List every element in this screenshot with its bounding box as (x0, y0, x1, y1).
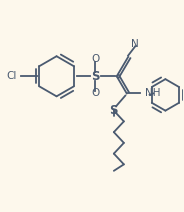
Text: O: O (91, 54, 99, 64)
Text: NH: NH (145, 88, 161, 98)
Text: S: S (110, 104, 118, 117)
Text: S: S (91, 70, 100, 83)
Text: O: O (91, 88, 99, 98)
Text: Cl: Cl (6, 71, 17, 81)
Text: N: N (131, 39, 139, 49)
